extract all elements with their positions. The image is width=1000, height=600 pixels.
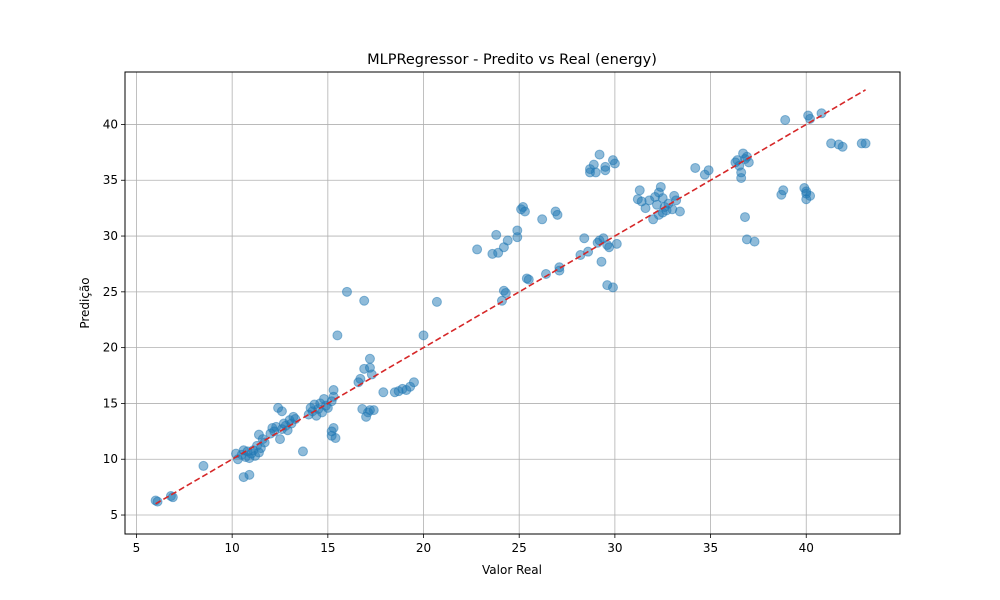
data-point: [736, 167, 747, 178]
plot-frame: [124, 71, 901, 535]
x-tick-label: 10: [225, 541, 240, 555]
y-axis-ticks: 5 10 15 20 25 30 35 40: [103, 117, 125, 522]
data-point: [611, 238, 622, 249]
data-point: [609, 158, 620, 169]
x-tick-label: 25: [512, 541, 527, 555]
data-point: [364, 353, 375, 364]
data-point: [253, 429, 264, 440]
data-point: [355, 373, 366, 384]
data-point: [500, 287, 511, 298]
data-point: [579, 233, 590, 244]
data-point: [805, 190, 816, 201]
y-tick-label: 25: [103, 285, 118, 299]
chart-title: MLPRegressor - Predito vs Real (energy): [367, 52, 657, 68]
data-point: [366, 369, 377, 380]
data-point: [297, 446, 308, 457]
x-tick-label: 40: [799, 541, 814, 555]
data-point: [634, 185, 645, 196]
data-point: [600, 165, 611, 176]
x-axis-title: Valor Real: [482, 563, 542, 577]
data-point: [326, 426, 337, 437]
data-point: [152, 496, 163, 507]
data-point: [590, 167, 601, 178]
data-point: [491, 229, 502, 240]
data-point: [341, 286, 352, 297]
x-tick-label: 20: [416, 541, 431, 555]
data-point: [502, 235, 513, 246]
data-point: [690, 162, 701, 173]
x-axis-ticks: 5 10 15 20 25 30 35 40: [133, 534, 814, 555]
data-point: [472, 244, 483, 255]
y-tick-label: 30: [103, 229, 118, 243]
data-point: [290, 414, 301, 425]
data-point: [540, 268, 551, 279]
data-point: [275, 434, 285, 445]
data-point: [860, 138, 871, 149]
data-point: [378, 387, 389, 398]
data-point: [244, 469, 255, 480]
data-point: [780, 114, 791, 125]
data-point: [512, 225, 523, 236]
data-point: [431, 296, 442, 307]
data-point: [328, 385, 339, 396]
data-point: [671, 195, 682, 206]
data-point: [418, 330, 429, 341]
data-point: [674, 206, 685, 217]
data-point: [778, 185, 789, 196]
data-point: [837, 141, 848, 152]
x-tick-label: 5: [133, 541, 141, 555]
data-point: [198, 460, 209, 471]
data-point: [655, 181, 666, 192]
x-tick-label: 30: [607, 541, 622, 555]
data-points: [150, 108, 871, 507]
data-point: [749, 236, 760, 247]
y-tick-label: 15: [103, 396, 118, 410]
data-point: [743, 157, 754, 168]
data-point: [740, 212, 750, 223]
data-point: [276, 406, 287, 417]
data-point: [607, 282, 618, 293]
data-point: [640, 203, 651, 214]
data-point: [519, 206, 530, 217]
grid-lines: [125, 72, 900, 534]
y-tick-label: 5: [110, 508, 118, 522]
reference-line-group: [155, 89, 866, 505]
y-tick-label: 40: [103, 117, 118, 131]
y-axis-title: Predição: [78, 277, 92, 328]
data-point: [703, 165, 714, 176]
x-tick-label: 35: [703, 541, 718, 555]
data-point: [537, 214, 548, 225]
data-point: [594, 149, 605, 160]
data-point: [408, 377, 419, 388]
data-point: [332, 330, 343, 341]
y-tick-label: 20: [103, 341, 118, 355]
data-point: [552, 209, 563, 220]
data-point: [368, 405, 379, 416]
reference-line: [155, 89, 866, 505]
data-point: [523, 274, 534, 285]
data-point: [596, 256, 607, 267]
y-tick-label: 35: [103, 173, 118, 187]
y-tick-label: 10: [103, 452, 118, 466]
data-point: [359, 295, 370, 306]
x-tick-label: 15: [320, 541, 335, 555]
